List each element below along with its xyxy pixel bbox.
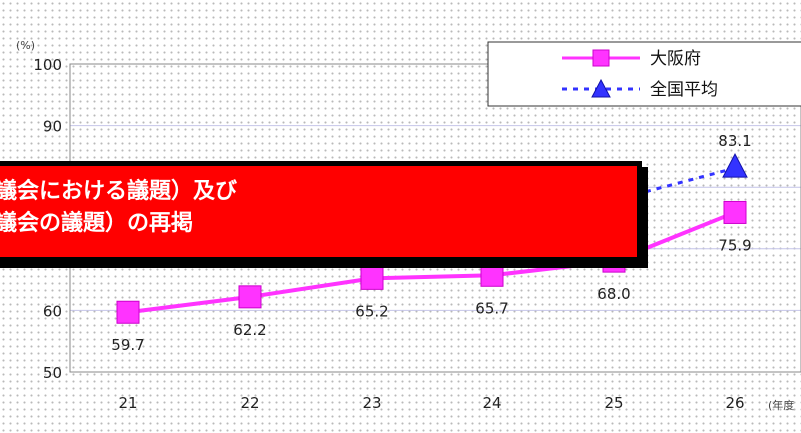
overlay-banner: 議会における議題）及び 議会の議題）の再掲 xyxy=(0,161,642,262)
y-unit-label: (%) xyxy=(16,39,35,52)
banner-line-1: 議会における議題）及び xyxy=(0,179,238,204)
legend: 大阪府 全国平均 xyxy=(487,41,801,107)
x-unit-label: (年度 xyxy=(768,398,794,412)
legend-label-osaka: 大阪府 xyxy=(650,49,701,69)
data-label: 65.7 xyxy=(475,299,508,317)
y-tick-label: 90 xyxy=(43,118,62,136)
data-label: 59.7 xyxy=(111,336,144,354)
x-axis: 21 22 23 24 25 26 xyxy=(118,394,744,412)
y-tick-label: 100 xyxy=(33,56,62,74)
legend-label-national: 全国平均 xyxy=(650,80,718,100)
x-tick-label: 24 xyxy=(482,394,501,412)
data-label: 68.0 xyxy=(597,285,630,303)
x-tick-label: 21 xyxy=(118,394,137,412)
legend-marker-osaka xyxy=(592,49,610,67)
data-label: 83.1 xyxy=(718,132,751,150)
legend-marker-national xyxy=(591,78,611,98)
y-axis: 50 60 90 100 xyxy=(33,56,62,382)
data-point xyxy=(238,285,262,309)
data-point xyxy=(722,153,748,178)
x-tick-label: 23 xyxy=(362,394,381,412)
x-tick-label: 26 xyxy=(725,394,744,412)
data-point xyxy=(480,263,504,287)
data-point xyxy=(723,200,747,224)
data-point xyxy=(116,300,140,324)
x-tick-label: 22 xyxy=(240,394,259,412)
legend-box xyxy=(487,41,801,107)
data-label: 75.9 xyxy=(718,236,751,254)
banner-line-2: 議会の議題）の再掲 xyxy=(0,211,194,236)
y-tick-label: 60 xyxy=(43,302,62,320)
data-label: 65.2 xyxy=(355,302,388,320)
data-label: 62.2 xyxy=(233,321,266,339)
x-tick-label: 25 xyxy=(604,394,623,412)
y-tick-label: 50 xyxy=(43,364,62,382)
data-point xyxy=(360,266,384,290)
